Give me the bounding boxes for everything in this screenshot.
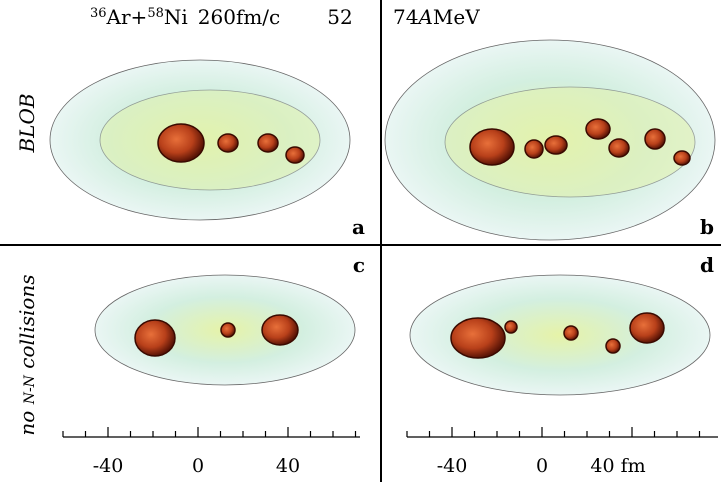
fragment: [563, 325, 579, 341]
cloud: [409, 274, 711, 396]
header-text: A: [416, 5, 432, 29]
fragment: [217, 133, 239, 153]
fragment: [450, 317, 506, 359]
fragment: [257, 133, 279, 153]
cloud: [444, 86, 696, 198]
header-text: Ni: [164, 5, 188, 29]
fragment: [629, 312, 665, 344]
panel-letter: d: [700, 253, 714, 277]
superscript: 58: [147, 6, 164, 21]
fragment: [157, 123, 205, 163]
superscript: 36: [90, 6, 107, 21]
panel-letter: a: [352, 215, 365, 239]
fragment: [544, 135, 568, 155]
tick-label: 40: [276, 455, 300, 477]
header: 36Ar+58Ni 260fm/c: [90, 5, 280, 29]
fragment: [673, 150, 691, 166]
tick-label: -40: [437, 455, 468, 477]
fragment: [504, 320, 518, 334]
header-text: MeV: [433, 5, 480, 29]
header-text: Ar+: [106, 5, 148, 29]
axes: [62, 427, 718, 438]
fragments: [134, 118, 691, 359]
fragment: [285, 146, 305, 164]
page-number: 52: [327, 5, 352, 29]
fragment: [585, 118, 611, 140]
fragment: [261, 314, 299, 346]
fragment: [644, 128, 666, 150]
row-label-text: no: [15, 404, 39, 435]
row-label: BLOB: [15, 93, 39, 153]
tick-label: 0: [536, 455, 548, 477]
panel-letter: b: [700, 215, 714, 239]
header-text: 74: [393, 5, 418, 29]
panel-letter: c: [353, 253, 365, 277]
row-label-text: collisions: [15, 274, 39, 375]
row-label-text: N-N: [22, 374, 38, 405]
fragment: [524, 139, 544, 159]
header: 74AMeV: [393, 5, 480, 29]
row-label: no N-N collisions: [15, 274, 39, 435]
tick-label: 0: [192, 455, 204, 477]
tick-label: -40: [93, 455, 124, 477]
tick-label: 40 fm: [590, 455, 645, 477]
fragment: [605, 338, 621, 354]
cloud: [99, 89, 321, 191]
fragment: [134, 319, 176, 357]
fragment: [220, 322, 236, 338]
fragment: [608, 138, 630, 158]
fragment: [469, 128, 515, 166]
header-text: 260fm/c: [198, 5, 280, 29]
